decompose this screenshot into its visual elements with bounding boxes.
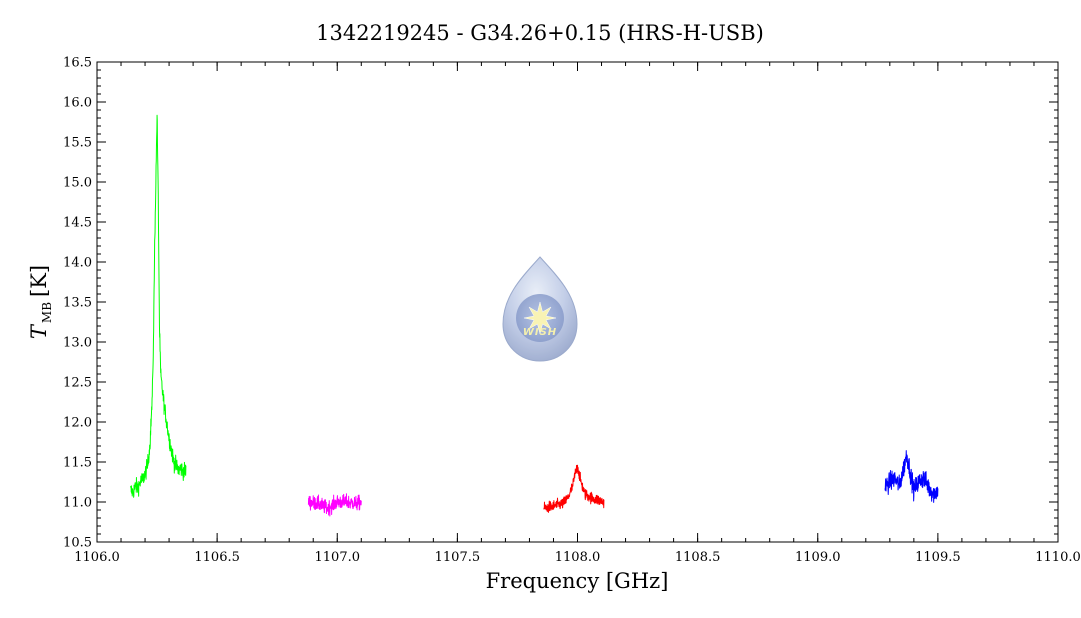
y-tick-label: 12.0 xyxy=(63,416,92,431)
y-tick-label: 14.5 xyxy=(63,216,92,231)
spectrum-series-2 xyxy=(307,493,362,517)
x-tick-label: 1107.5 xyxy=(435,550,481,565)
wish-logo: WISH xyxy=(502,256,578,362)
x-tick-label: 1109.5 xyxy=(915,550,961,565)
spectrum-series-1 xyxy=(130,114,187,498)
y-tick-labels: 10.5 11.0 11.5 12.0 12.5 13.0 13.5 14.0 14.5 15.0… xyxy=(63,56,92,551)
y-tick-label: 16.5 xyxy=(63,56,92,71)
logo-text: WISH xyxy=(523,327,557,338)
x-tick-label: 1106.5 xyxy=(194,550,240,565)
star-icon xyxy=(523,301,557,335)
x-axis-label: Frequency [GHz] xyxy=(486,569,669,593)
y-axis-label-unit: [K] xyxy=(27,265,51,297)
x-tick-label: 1107.0 xyxy=(315,550,361,565)
y-tick-label: 11.5 xyxy=(63,456,92,471)
y-tick-label: 15.0 xyxy=(63,176,92,191)
spectrum-series-4 xyxy=(884,450,939,503)
y-tick-label: 13.0 xyxy=(63,336,92,351)
chart-title: 1342219245 - G34.26+0.15 (HRS-H-USB) xyxy=(316,21,764,45)
y-axis-label-subscript: MB xyxy=(40,302,54,323)
y-tick-label: 15.5 xyxy=(63,136,92,151)
y-tick-label: 10.5 xyxy=(63,536,92,551)
y-axis-label: TMB [K] xyxy=(27,265,54,339)
y-tick-label: 14.0 xyxy=(63,256,92,271)
x-tick-label: 1110.0 xyxy=(1035,550,1081,565)
x-tick-label: 1109.0 xyxy=(795,550,841,565)
spectrum-series-3 xyxy=(543,464,605,513)
y-axis-label-symbol: T xyxy=(27,323,51,339)
series-layer xyxy=(130,114,939,517)
x-tick-label: 1108.0 xyxy=(555,550,601,565)
x-tick-labels: 1106.0 1106.5 1107.0 1107.5 1108.0 1108.5 1109… xyxy=(74,550,1081,565)
svg-text:TMB[K]: TMB [K] xyxy=(27,265,54,339)
y-tick-label: 12.5 xyxy=(63,376,92,391)
plot-frame xyxy=(96,61,1059,543)
x-tick-label: 1106.0 xyxy=(74,550,120,565)
y-tick-label: 16.0 xyxy=(63,96,92,111)
x-tick-label: 1108.5 xyxy=(675,550,721,565)
y-tick-label: 11.0 xyxy=(63,496,92,511)
y-tick-label: 13.5 xyxy=(63,296,92,311)
